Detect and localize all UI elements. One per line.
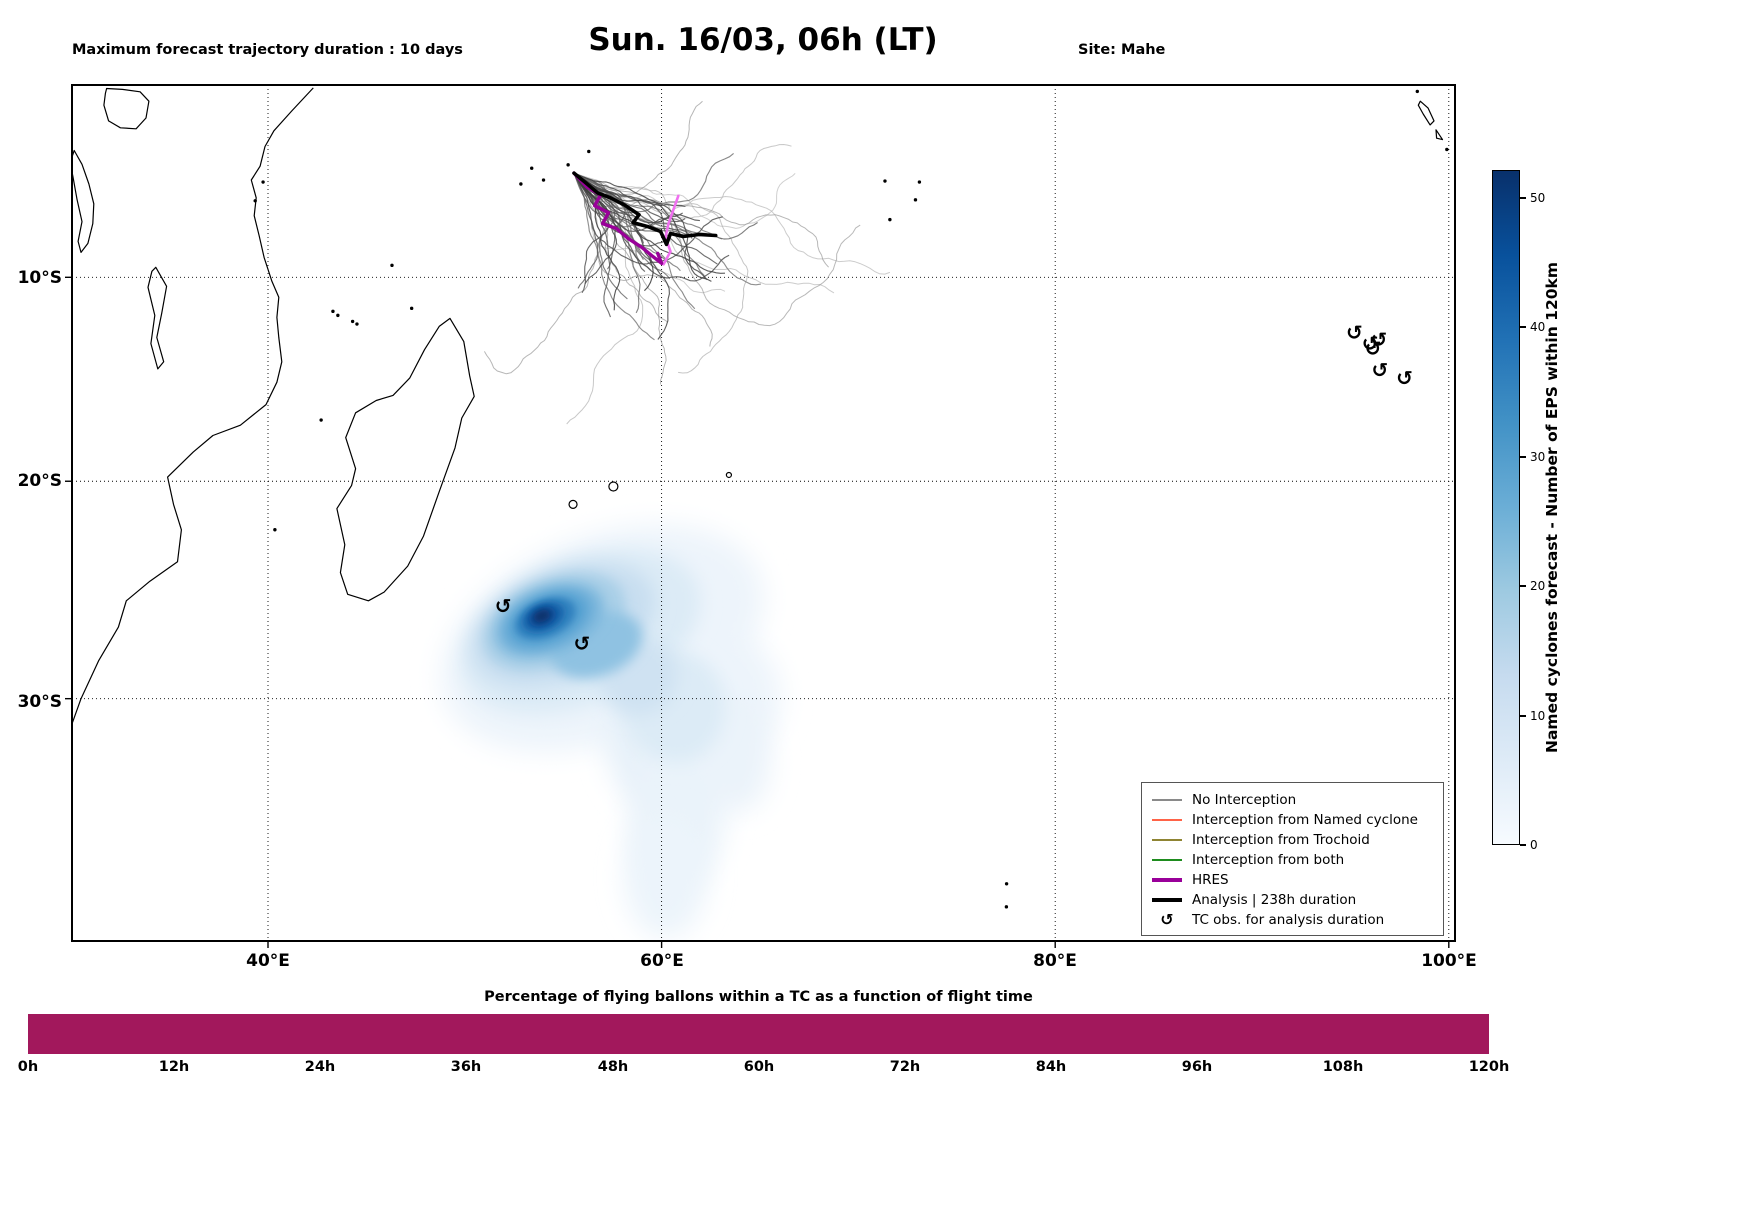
svg-text:↺: ↺ xyxy=(495,594,512,618)
colorbar-tick-50: 50 xyxy=(1530,191,1546,205)
svg-text:↺: ↺ xyxy=(1365,337,1382,361)
lon-tick-40e: 40°E xyxy=(246,951,290,971)
valid-time-title: Sun. 16/03, 06h (LT) xyxy=(588,22,938,58)
colorbar-tickmark xyxy=(1520,456,1526,458)
colorbar-tick-20: 20 xyxy=(1530,579,1546,593)
eps-density-colorbar xyxy=(1492,170,1520,845)
lat-tick-20s: 20°S xyxy=(17,471,62,491)
colorbar-tick-30: 30 xyxy=(1530,450,1546,464)
colorbar-tick-10: 10 xyxy=(1530,709,1546,723)
colorbar-tickmark xyxy=(1520,326,1526,328)
flight-time-tick-60h: 60h xyxy=(743,1059,775,1075)
lon-tick-100e: 100°E xyxy=(1421,951,1477,971)
legend-item-tc-obs: ↺ TC obs. for analysis duration xyxy=(1152,910,1433,930)
flight-time-tick-36h: 36h xyxy=(450,1059,482,1075)
legend-item-no-interception: No Interception xyxy=(1152,790,1433,810)
lon-tick-80e: 80°E xyxy=(1033,951,1077,971)
lat-tick-30s: 30°S xyxy=(17,692,62,712)
colorbar-title: Named cyclones forecast - Number of EPS … xyxy=(1543,262,1561,753)
flight-time-tick-84h: 84h xyxy=(1035,1059,1067,1075)
legend-line-sample xyxy=(1152,839,1182,841)
flight-time-tick-120h: 120h xyxy=(1468,1059,1510,1075)
legend-item-trochoid: Interception from Trochoid xyxy=(1152,830,1433,850)
flight-time-tick-48h: 48h xyxy=(597,1059,629,1075)
svg-text:↺: ↺ xyxy=(1346,320,1363,344)
svg-text:↺: ↺ xyxy=(1362,332,1379,356)
flight-time-tick-72h: 72h xyxy=(889,1059,921,1075)
colorbar-tickmark xyxy=(1520,715,1526,717)
legend-item-hres: HRES xyxy=(1152,870,1433,890)
legend-line-sample xyxy=(1152,819,1182,821)
lat-tick-10s: 10°S xyxy=(17,268,62,288)
balloon-chart-title: Percentage of flying ballons within a TC… xyxy=(484,989,1033,1005)
balloon-percentage-bar xyxy=(28,1014,1489,1054)
svg-text:↺: ↺ xyxy=(1396,366,1413,390)
flight-time-tick-96h: 96h xyxy=(1181,1059,1213,1075)
lon-tick-60e: 60°E xyxy=(640,951,684,971)
map-legend: No Interception Interception from Named … xyxy=(1141,782,1444,936)
legend-line-sample xyxy=(1152,898,1182,902)
legend-line-sample xyxy=(1152,859,1182,861)
colorbar-tick-0: 0 xyxy=(1530,838,1538,852)
svg-text:↺: ↺ xyxy=(574,632,591,656)
legend-item-analysis: Analysis | 238h duration xyxy=(1152,890,1433,910)
param-max-duration: Maximum forecast trajectory duration : 1… xyxy=(72,42,463,58)
legend-line-sample xyxy=(1152,799,1182,801)
colorbar-tickmark xyxy=(1520,844,1526,846)
cyclone-obs-icon: ↺ xyxy=(1160,910,1174,929)
legend-item-named-cyclone: Interception from Named cyclone xyxy=(1152,810,1433,830)
flight-time-tick-0h: 0h xyxy=(17,1059,39,1075)
colorbar-tickmark xyxy=(1520,197,1526,199)
info-site: Site: Mahe xyxy=(1078,42,1166,58)
flight-time-tick-24h: 24h xyxy=(304,1059,336,1075)
flight-time-tick-12h: 12h xyxy=(158,1059,190,1075)
flight-time-tick-108h: 108h xyxy=(1322,1059,1364,1075)
colorbar-tickmark xyxy=(1520,585,1526,587)
colorbar-tick-40: 40 xyxy=(1530,320,1546,334)
legend-line-sample xyxy=(1152,878,1182,882)
legend-item-both: Interception from both xyxy=(1152,850,1433,870)
svg-text:↺: ↺ xyxy=(1372,358,1389,382)
svg-text:↺: ↺ xyxy=(1371,328,1388,352)
